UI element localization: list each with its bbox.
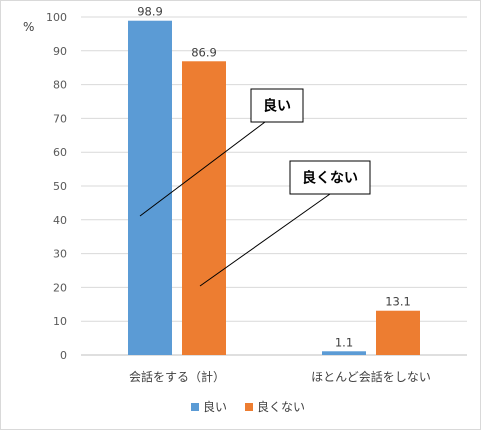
y-tick-label: 70 [53, 112, 67, 125]
y-tick-label: 80 [53, 79, 67, 92]
x-category-label: 会話をする（計） [129, 369, 225, 384]
data-label: 13.1 [385, 295, 411, 309]
y-tick-label: 0 [60, 349, 67, 362]
legend-label: 良くない [257, 399, 305, 414]
bar [322, 351, 366, 355]
y-tick-label: 20 [53, 281, 67, 294]
data-label: 86.9 [191, 45, 217, 59]
callout-label: 良くない [302, 170, 358, 187]
callout-box [250, 88, 304, 123]
callout-label: 良い [263, 98, 291, 115]
data-label: 98.9 [137, 5, 163, 19]
bar [128, 20, 172, 356]
x-category-label: ほとんど会話をしない [311, 369, 431, 384]
callout-leader-line [199, 193, 331, 287]
legend-swatch [245, 403, 253, 411]
y-tick-label: 10 [53, 315, 67, 328]
y-tick-label: 30 [53, 248, 67, 261]
bar [182, 61, 226, 355]
callout-leader-line [139, 121, 266, 217]
y-tick-label: 100 [46, 11, 67, 24]
y-unit-label: % [23, 20, 34, 34]
y-tick-label: 50 [53, 180, 67, 193]
y-tick-label: 90 [53, 45, 67, 58]
data-label: 1.1 [335, 335, 353, 349]
y-tick-label: 40 [53, 214, 67, 227]
callout-box [289, 160, 371, 195]
legend-label: 良い [203, 399, 227, 414]
legend-swatch [191, 403, 199, 411]
bar [376, 310, 420, 355]
y-tick-label: 60 [53, 146, 67, 159]
